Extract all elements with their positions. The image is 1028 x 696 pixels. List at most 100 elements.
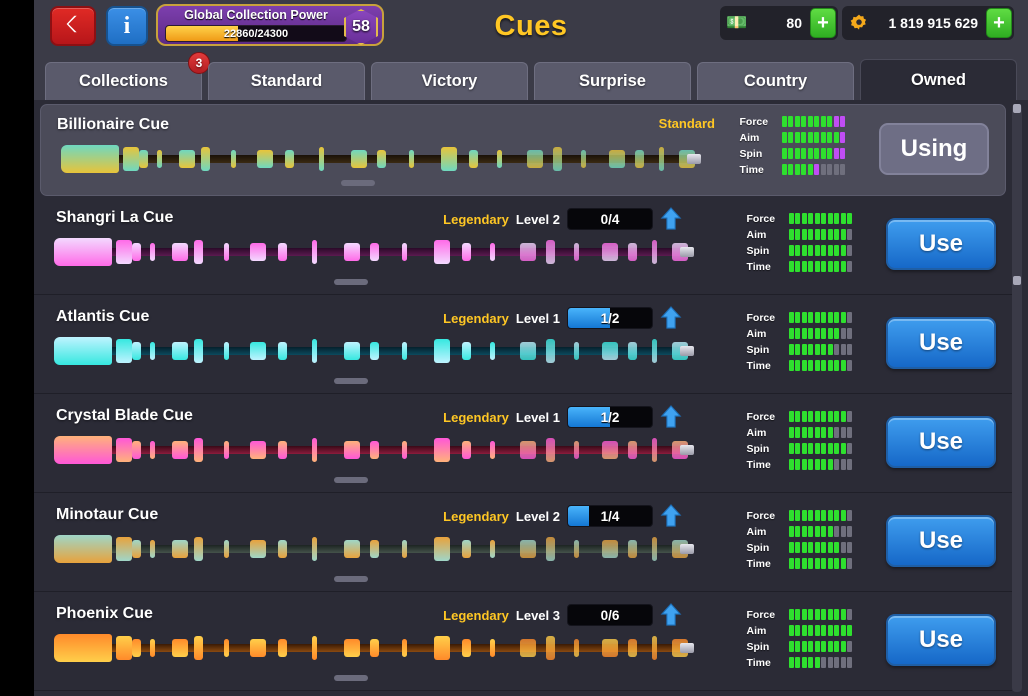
stat-pip (827, 625, 833, 636)
tab-victory[interactable]: Victory (371, 62, 528, 100)
cue-row-handle[interactable] (334, 279, 368, 285)
cue-row[interactable]: Atlantis Cue Legendary Level 1 1/2 Force Aim S… (34, 295, 1012, 394)
cue-bead (319, 147, 324, 171)
stat-row: Aim (747, 426, 852, 439)
stat-pip (847, 459, 852, 470)
upgrade-arrow-icon[interactable] (660, 603, 682, 627)
cue-row[interactable]: Shangri La Cue Legendary Level 2 0/4 Force Ai… (34, 196, 1012, 295)
cue-row-handle[interactable] (334, 675, 368, 681)
stat-pip (788, 312, 794, 323)
cue-bead (370, 342, 379, 360)
cue-level-progress-bar: 0/4 (567, 208, 653, 230)
stat-pip (795, 641, 800, 652)
cue-level-progress-bar: 1/2 (567, 406, 653, 428)
stat-pip (788, 344, 794, 355)
stat-label: Spin (746, 541, 770, 554)
stat-label: Force (739, 115, 769, 128)
stat-row: Force (747, 509, 852, 522)
tab-country[interactable]: Country (697, 62, 854, 100)
cue-row-handle[interactable] (334, 378, 368, 384)
cue-row-handle[interactable] (341, 180, 375, 186)
stat-pip (827, 164, 832, 175)
upgrade-arrow-icon[interactable] (660, 405, 682, 429)
cue-bead (224, 342, 229, 360)
cue-bead (441, 147, 457, 171)
upgrade-arrow-icon[interactable] (660, 306, 682, 330)
cue-bead (224, 639, 229, 657)
scrollbar-thumb-top[interactable] (1013, 104, 1021, 113)
stat-pip (827, 411, 833, 422)
stat-pips (788, 526, 852, 537)
stat-pip (788, 526, 794, 537)
stat-pip (808, 609, 813, 620)
stat-pip (788, 609, 794, 620)
stat-pip (788, 411, 794, 422)
stat-pip (840, 116, 845, 127)
cue-bead (224, 540, 229, 558)
cue-bead (520, 342, 536, 360)
cue-bead (462, 243, 471, 261)
stat-pip (827, 558, 833, 569)
stat-pip (814, 213, 820, 224)
cue-use-button[interactable]: Use (886, 317, 996, 369)
cue-bead (285, 150, 294, 168)
cue-bead (377, 150, 386, 168)
add-coins-button[interactable]: + (986, 8, 1012, 38)
cue-use-button[interactable]: Use (886, 515, 996, 567)
cue-stats: Force Aim Spin Time (739, 115, 845, 176)
upgrade-arrow-icon[interactable] (660, 504, 682, 528)
cue-bead (194, 537, 203, 561)
global-collection-power-panel[interactable]: Global Collection Power 22860/24300 58 (156, 4, 384, 46)
stat-pip (814, 328, 820, 339)
cue-bead (139, 150, 148, 168)
cue-row-handle[interactable] (334, 477, 368, 483)
cue-rarity-group: Legendary Level 3 0/6 (443, 603, 682, 627)
tab-owned[interactable]: Owned (860, 59, 1017, 100)
stat-pip (788, 261, 794, 272)
cue-tip (687, 154, 701, 164)
stat-pip (821, 213, 826, 224)
stat-pip (847, 641, 852, 652)
cue-bead (172, 441, 188, 459)
cue-use-button[interactable]: Use (886, 218, 996, 270)
cue-bead (278, 540, 287, 558)
cue-bead (116, 240, 132, 264)
back-button[interactable] (50, 6, 96, 46)
cue-row-handle[interactable] (334, 576, 368, 582)
cue-level-label: Level 3 (515, 607, 560, 623)
info-button[interactable]: i (106, 6, 148, 46)
tab-collections[interactable]: Collections 3 (45, 52, 210, 100)
cue-level-progress-bar: 1/2 (567, 307, 653, 329)
cue-row[interactable]: Billionaire Cue Standard Force Aim Spin Time U… (40, 104, 1006, 196)
add-cash-button[interactable]: + (810, 8, 836, 38)
stat-pip (801, 542, 807, 553)
currency-coins[interactable]: 1 819 915 629 + (842, 6, 1014, 40)
tab-surprise[interactable]: Surprise (534, 62, 691, 100)
stat-row: Spin (747, 343, 852, 356)
cue-use-button[interactable]: Use (886, 416, 996, 468)
stat-pip (834, 625, 839, 636)
cue-row[interactable]: Minotaur Cue Legendary Level 2 1/4 Force Aim S… (34, 493, 1012, 592)
upgrade-arrow-icon[interactable] (660, 207, 682, 231)
stat-pip (821, 344, 826, 355)
cue-row[interactable]: Phoenix Cue Legendary Level 3 0/6 Force Aim Sp… (34, 592, 1012, 691)
stat-pips (788, 344, 852, 355)
stat-pip (808, 411, 813, 422)
currency-cash[interactable]: 💵 80 + (720, 6, 838, 40)
cue-use-button[interactable]: Use (886, 614, 996, 666)
cue-bead (116, 339, 132, 363)
list-scrollbar[interactable] (1012, 104, 1022, 692)
tab-standard[interactable]: Standard (208, 62, 365, 100)
cue-row[interactable]: Crystal Blade Cue Legendary Level 1 1/2 Forc… (34, 394, 1012, 493)
stat-pip (840, 132, 845, 143)
stat-pip (814, 625, 820, 636)
scrollbar-thumb-mid[interactable] (1013, 276, 1021, 285)
stat-pip (808, 360, 813, 371)
stat-row: Spin (740, 147, 845, 160)
cue-bead (602, 243, 618, 261)
stat-pip (821, 411, 826, 422)
cue-bead (132, 441, 141, 459)
cue-name: Shangri La Cue (56, 209, 174, 226)
cue-using-button[interactable]: Using (879, 123, 989, 175)
cue-butt (54, 436, 112, 464)
